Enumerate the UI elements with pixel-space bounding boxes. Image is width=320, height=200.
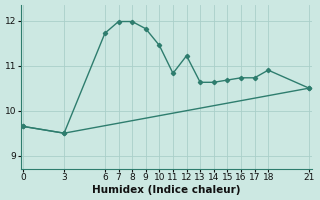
X-axis label: Humidex (Indice chaleur): Humidex (Indice chaleur) (92, 185, 240, 195)
